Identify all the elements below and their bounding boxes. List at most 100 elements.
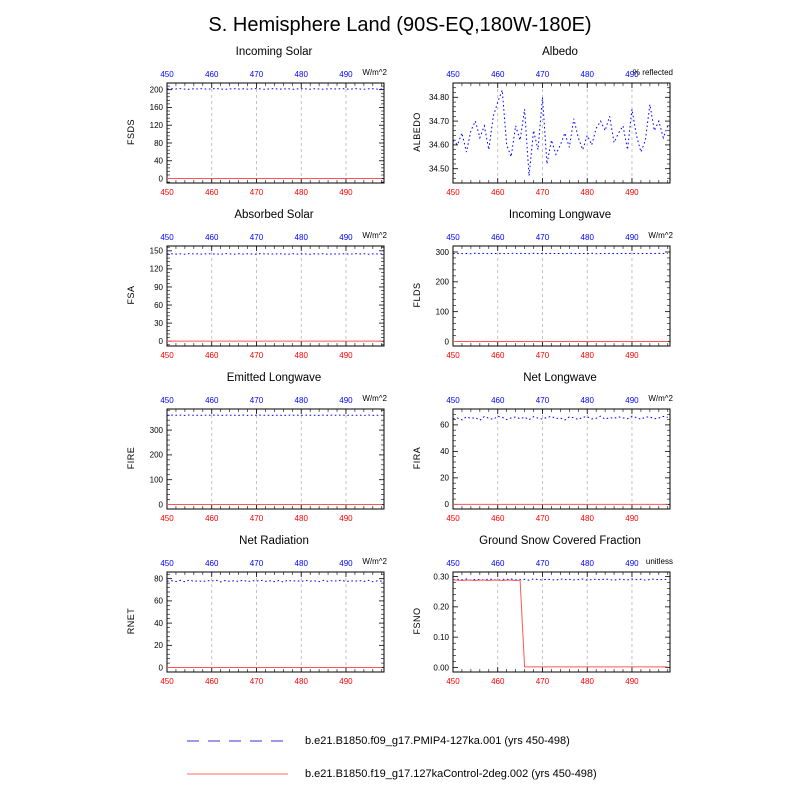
- svg-text:34.70: 34.70: [429, 117, 450, 126]
- svg-text:100: 100: [436, 307, 450, 316]
- svg-text:200: 200: [436, 278, 450, 287]
- legend-item-case1: b.e21.B1850.f09_g17.PMIP4-127ka.001 (yrs…: [185, 732, 597, 750]
- svg-text:40: 40: [440, 447, 449, 456]
- svg-text:460: 460: [491, 677, 505, 686]
- chart-plot-area: 450 450 460 460 470 470 480 480 490 490 0 30 60 90 120…: [150, 233, 385, 360]
- svg-text:460: 460: [205, 559, 219, 568]
- svg-text:470: 470: [250, 70, 264, 79]
- svg-text:300: 300: [150, 426, 164, 435]
- chart-title: Net Radiation: [239, 535, 309, 547]
- chart-y-axis-label: FLDS: [412, 282, 422, 308]
- chart-y-axis-label: FSNO: [412, 607, 422, 635]
- chart-units-label: unitless: [645, 557, 673, 566]
- svg-text:450: 450: [160, 351, 174, 360]
- svg-text:480: 480: [581, 233, 595, 242]
- chart-plot-area: 450 450 460 460 470 470 480 480 490 490 0 100 200 300: [150, 396, 385, 523]
- svg-text:460: 460: [491, 233, 505, 242]
- svg-text:480: 480: [581, 559, 595, 568]
- svg-text:480: 480: [581, 677, 595, 686]
- page-title: S. Hemisphere Land (90S-EQ,180W-180E): [208, 14, 592, 36]
- svg-text:34.50: 34.50: [429, 165, 450, 174]
- svg-text:460: 460: [205, 351, 219, 360]
- svg-text:450: 450: [446, 559, 460, 568]
- chart-title: Incoming Longwave: [508, 209, 612, 221]
- svg-text:490: 490: [339, 396, 353, 405]
- chart-y-axis-label: FSDS: [126, 119, 136, 146]
- chart-units-label: W/m^2: [362, 231, 387, 240]
- chart-plot-area: 450 450 460 460 470 470 480 480 490 490 0 20 40 60: [440, 396, 671, 523]
- legend-label: b.e21.B1850.f09_g17.PMIP4-127ka.001 (yrs…: [305, 735, 570, 747]
- svg-text:460: 460: [205, 188, 219, 197]
- svg-text:460: 460: [491, 514, 505, 523]
- legend: b.e21.B1850.f09_g17.PMIP4-127ka.001 (yrs…: [185, 732, 597, 798]
- chart-panel-absorbed-solar: Absorbed Solar W/m^2 FSA 450 450 460 460 470…: [121, 209, 393, 371]
- svg-text:30: 30: [154, 319, 163, 328]
- svg-text:470: 470: [250, 188, 264, 197]
- svg-text:450: 450: [446, 514, 460, 523]
- svg-text:470: 470: [250, 677, 264, 686]
- svg-text:490: 490: [339, 70, 353, 79]
- svg-text:200: 200: [150, 85, 164, 94]
- svg-text:60: 60: [154, 597, 163, 606]
- svg-text:470: 470: [536, 677, 550, 686]
- svg-text:470: 470: [536, 70, 550, 79]
- svg-text:450: 450: [160, 514, 174, 523]
- svg-text:450: 450: [446, 396, 460, 405]
- chart-panel-albedo: Albedo % reflected ALBEDO 450 450 460 460 47…: [407, 46, 679, 208]
- svg-text:470: 470: [250, 514, 264, 523]
- svg-text:480: 480: [295, 351, 309, 360]
- svg-text:490: 490: [625, 188, 639, 197]
- svg-text:480: 480: [295, 70, 309, 79]
- svg-text:460: 460: [491, 188, 505, 197]
- svg-text:490: 490: [339, 188, 353, 197]
- chart-units-label: W/m^2: [362, 68, 387, 77]
- svg-text:20: 20: [154, 641, 163, 650]
- chart-plot-area: 450 450 460 460 470 470 480 480 490 490 0.00 0.10 0.…: [433, 559, 671, 686]
- svg-text:0.00: 0.00: [433, 663, 449, 672]
- svg-text:90: 90: [154, 283, 163, 292]
- svg-text:40: 40: [154, 157, 163, 166]
- svg-text:490: 490: [339, 677, 353, 686]
- chart-y-axis-label: RNET: [126, 607, 136, 635]
- svg-text:40: 40: [154, 619, 163, 628]
- chart-plot-area: 450 450 460 460 470 470 480 480 490 490 34.50 34.60…: [429, 70, 671, 197]
- svg-text:490: 490: [625, 559, 639, 568]
- svg-text:450: 450: [446, 233, 460, 242]
- svg-text:480: 480: [581, 188, 595, 197]
- svg-text:490: 490: [625, 514, 639, 523]
- chart-plot-area: 450 450 460 460 470 470 480 480 490 490 0 40 80 120 16…: [150, 70, 385, 197]
- svg-text:300: 300: [436, 248, 450, 257]
- chart-y-axis-label: FSA: [126, 285, 136, 305]
- svg-text:450: 450: [160, 188, 174, 197]
- svg-text:470: 470: [536, 233, 550, 242]
- chart-panel-incoming-longwave: Incoming Longwave W/m^2 FLDS 450 450 460 46…: [407, 209, 679, 371]
- svg-text:0.20: 0.20: [433, 603, 449, 612]
- svg-text:80: 80: [154, 574, 163, 583]
- svg-text:450: 450: [160, 233, 174, 242]
- svg-text:470: 470: [536, 559, 550, 568]
- svg-text:490: 490: [625, 677, 639, 686]
- svg-text:0: 0: [445, 337, 450, 346]
- chart-y-axis-label: ALBEDO: [412, 112, 422, 152]
- svg-text:470: 470: [536, 188, 550, 197]
- chart-title: Net Longwave: [523, 372, 597, 384]
- svg-text:120: 120: [150, 265, 164, 274]
- chart-panel-incoming-solar: Incoming Solar W/m^2 FSDS 450 450 460 460 47…: [121, 46, 393, 208]
- svg-text:490: 490: [625, 233, 639, 242]
- svg-text:480: 480: [295, 677, 309, 686]
- chart-title: Absorbed Solar: [234, 209, 314, 221]
- svg-text:490: 490: [339, 233, 353, 242]
- svg-text:0.30: 0.30: [433, 572, 449, 581]
- svg-text:460: 460: [491, 396, 505, 405]
- svg-text:480: 480: [581, 351, 595, 360]
- chart-title: Albedo: [542, 46, 578, 58]
- chart-panel-net-radiation: Net Radiation W/m^2 RNET 450 450 460 460 470…: [121, 535, 393, 697]
- svg-text:160: 160: [150, 103, 164, 112]
- chart-title: Incoming Solar: [235, 46, 313, 58]
- svg-text:60: 60: [154, 301, 163, 310]
- chart-title: Emitted Longwave: [226, 372, 322, 384]
- svg-text:0: 0: [445, 500, 450, 509]
- svg-text:480: 480: [295, 188, 309, 197]
- chart-panel-snow-fraction: Ground Snow Covered Fraction unitless FS…: [407, 535, 679, 697]
- chart-plot-area: 450 450 460 460 470 470 480 480 490 490 0 100 200 300: [436, 233, 671, 360]
